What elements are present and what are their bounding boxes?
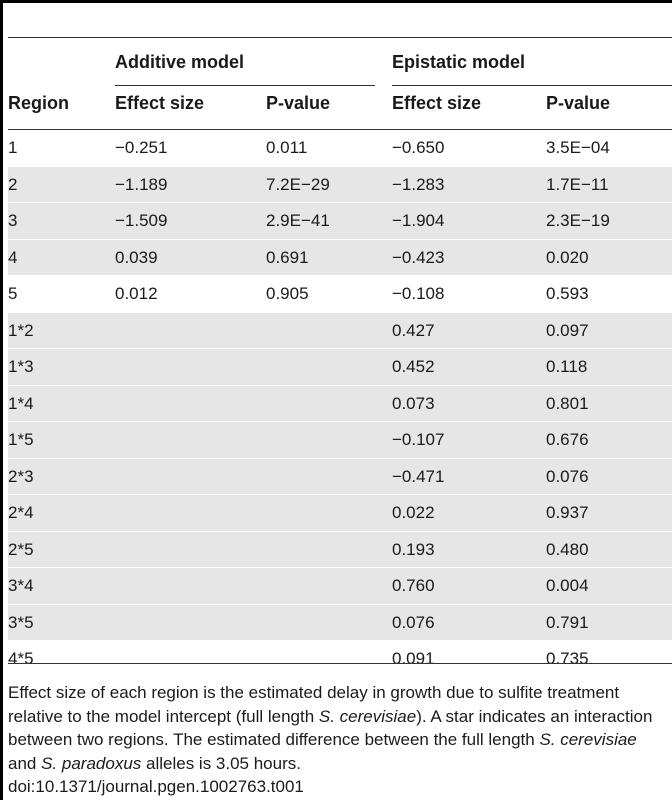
cell-region: 3*5 bbox=[8, 612, 34, 632]
cell-additive-pvalue: 0.905 bbox=[266, 284, 309, 303]
table-row: 1*5 −0.107 0.676 bbox=[8, 422, 672, 459]
additive-model-heading: Additive model bbox=[115, 52, 245, 72]
cell-epistatic-effect: −0.471 bbox=[392, 466, 445, 486]
cell-epistatic-pvalue: 2.3E−19 bbox=[546, 211, 610, 230]
cell-epistatic-effect: −0.107 bbox=[392, 430, 445, 449]
cell-additive-pvalue: 2.9E−41 bbox=[266, 211, 330, 230]
cell-epistatic-pvalue: 0.735 bbox=[546, 649, 589, 668]
cell-region: 3 bbox=[8, 211, 18, 230]
cell-epistatic-pvalue: 0.937 bbox=[546, 503, 589, 522]
cell-additive-effect: −0.251 bbox=[115, 138, 168, 157]
cell-additive-effect: −1.509 bbox=[115, 211, 168, 230]
cell-epistatic-pvalue: 0.076 bbox=[546, 466, 589, 486]
cell-additive-pvalue: 0.011 bbox=[266, 138, 308, 157]
cell-epistatic-effect: −0.650 bbox=[392, 138, 445, 157]
table-row: 3*4 0.760 0.004 bbox=[8, 568, 672, 605]
column-header-additive-effect: Effect size bbox=[115, 93, 205, 113]
additive-group-rule bbox=[115, 85, 375, 86]
cell-epistatic-pvalue: 0.118 bbox=[546, 357, 588, 376]
table-top-rule bbox=[8, 37, 672, 38]
cell-epistatic-effect: 0.760 bbox=[392, 576, 435, 595]
table-footnote: Effect size of each region is the estima… bbox=[8, 681, 668, 799]
cell-epistatic-pvalue: 0.801 bbox=[546, 393, 589, 413]
table-row: 2*4 0.022 0.937 bbox=[8, 495, 672, 532]
footnote-text-3: and bbox=[8, 753, 42, 773]
cell-epistatic-effect: −1.283 bbox=[392, 174, 445, 194]
table-row: 4 0.039 0.691 −0.423 0.020 bbox=[8, 239, 672, 276]
table-bottom-rule bbox=[8, 663, 672, 664]
footnote-text-4: alleles is 3.05 hours. bbox=[141, 753, 301, 773]
column-header-epistatic-effect: Effect size bbox=[392, 93, 482, 113]
column-header-region: Region bbox=[8, 93, 69, 113]
cell-epistatic-pvalue: 0.593 bbox=[546, 284, 589, 303]
cell-region: 2*4 bbox=[8, 503, 34, 522]
cell-epistatic-pvalue: 0.004 bbox=[546, 576, 589, 595]
table-row: 2*5 0.193 0.480 bbox=[8, 531, 672, 568]
cell-region: 2*5 bbox=[8, 539, 34, 559]
cell-region: 1 bbox=[8, 138, 18, 157]
table-row: 3 −1.509 2.9E−41 −1.904 2.3E−19 bbox=[8, 203, 672, 240]
cell-additive-effect: 0.039 bbox=[115, 247, 158, 267]
cell-epistatic-pvalue: 0.480 bbox=[546, 539, 589, 559]
cell-region: 4*5 bbox=[8, 649, 34, 668]
column-header-additive-pvalue: P-value bbox=[266, 93, 331, 113]
cell-region: 1*5 bbox=[8, 430, 34, 449]
cell-epistatic-pvalue: 1.7E−11 bbox=[546, 174, 609, 194]
cell-epistatic-effect: 0.022 bbox=[392, 503, 435, 522]
cell-epistatic-pvalue: 0.020 bbox=[546, 247, 589, 267]
cell-region: 2 bbox=[8, 174, 18, 194]
table-row: 1*2 0.427 0.097 bbox=[8, 312, 672, 349]
footnote-doi: doi:10.1371/journal.pgen.1002763.t001 bbox=[8, 777, 304, 796]
cell-additive-pvalue: 7.2E−29 bbox=[266, 174, 330, 194]
cell-epistatic-effect: 0.091 bbox=[392, 649, 435, 668]
table-body: 1 −0.251 0.011 −0.650 3.5E−04 2 −1.189 7.2E−29 −… bbox=[8, 130, 672, 678]
cell-epistatic-effect: 0.427 bbox=[392, 320, 435, 340]
column-header-epistatic-pvalue: P-value bbox=[546, 93, 611, 113]
cell-additive-pvalue: 0.691 bbox=[266, 247, 309, 267]
cell-region: 4 bbox=[8, 247, 18, 267]
footnote-text-2: ). A star indicates an interaction betwe… bbox=[8, 706, 653, 750]
table-row: 4*5 0.091 0.735 bbox=[8, 641, 672, 678]
table-row: 5 0.012 0.905 −0.108 0.593 bbox=[8, 276, 672, 313]
table-row: 1*4 0.073 0.801 bbox=[8, 385, 672, 422]
footnote-species-1: S. cerevisiae bbox=[318, 706, 417, 726]
table-row: 2 −1.189 7.2E−29 −1.283 1.7E−11 bbox=[8, 166, 672, 203]
epistatic-group-rule bbox=[392, 85, 672, 86]
cell-epistatic-pvalue: 0.676 bbox=[546, 430, 589, 449]
header-rule bbox=[8, 129, 672, 130]
cell-region: 2*3 bbox=[8, 466, 34, 486]
cell-region: 1*3 bbox=[8, 357, 34, 376]
cell-epistatic-effect: −1.904 bbox=[392, 211, 445, 230]
table-row: 2*3 −0.471 0.076 bbox=[8, 458, 672, 495]
table-row: 1*3 0.452 0.118 bbox=[8, 349, 672, 386]
table-row: 1 −0.251 0.011 −0.650 3.5E−04 bbox=[8, 130, 672, 167]
cell-epistatic-effect: −0.108 bbox=[392, 284, 445, 303]
cell-epistatic-effect: −0.423 bbox=[392, 247, 445, 267]
cell-region: 1*4 bbox=[8, 393, 34, 413]
cell-epistatic-pvalue: 0.791 bbox=[546, 612, 589, 632]
cell-region: 5 bbox=[8, 284, 18, 303]
footnote-text-1: Effect size of each region is the estima… bbox=[8, 683, 620, 726]
cell-epistatic-pvalue: 0.097 bbox=[546, 320, 589, 340]
table-row: 3*5 0.076 0.791 bbox=[8, 604, 672, 641]
cell-region: 1*2 bbox=[8, 320, 34, 340]
cell-region: 3*4 bbox=[8, 576, 34, 595]
cell-additive-effect: −1.189 bbox=[115, 174, 168, 194]
cell-epistatic-effect: 0.073 bbox=[392, 393, 435, 413]
footnote-species-3: S. paradoxus bbox=[41, 753, 142, 773]
footnote-species-2: S. cerevisiae bbox=[539, 730, 637, 749]
cell-epistatic-pvalue: 3.5E−04 bbox=[546, 138, 610, 157]
cell-epistatic-effect: 0.452 bbox=[392, 357, 435, 376]
cell-additive-effect: 0.012 bbox=[115, 284, 158, 303]
cell-epistatic-effect: 0.193 bbox=[392, 539, 435, 559]
cell-epistatic-effect: 0.076 bbox=[392, 612, 435, 632]
epistatic-model-heading: Epistatic model bbox=[392, 52, 526, 72]
